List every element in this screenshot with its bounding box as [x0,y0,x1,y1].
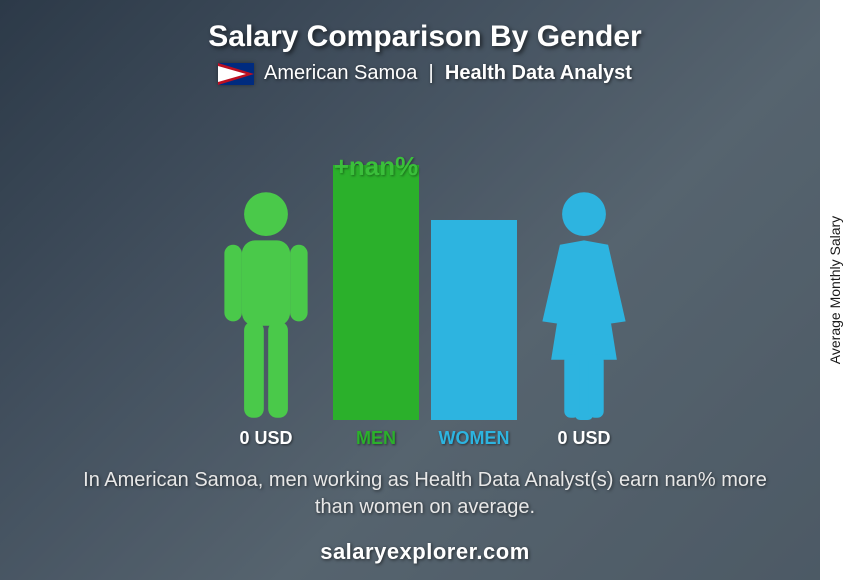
men-label: MEN [356,428,396,449]
women-label: WOMEN [439,428,510,449]
men-value-label: 0 USD [239,428,292,449]
subtitle: American Samoa | Health Data Analyst [264,62,632,85]
flag-icon [218,63,254,85]
women-value-label: 0 USD [557,428,610,449]
women-icon-column: 0 USD [529,190,639,449]
women-bar [431,220,517,420]
footer-source: salaryexplorer.com [320,539,530,565]
men-bar-column: +nan% MEN [333,159,419,449]
separator: | [429,62,434,84]
location-text: American Samoa [264,62,417,84]
subtitle-row: American Samoa | Health Data Analyst [218,62,632,85]
job-title-text: Health Data Analyst [445,62,632,84]
percentage-label: +nan% [334,151,419,182]
men-icon-column: 0 USD [211,190,321,449]
infographic-content: Salary Comparison By Gender American Sam… [0,0,850,580]
woman-icon [529,190,639,420]
chart-area: 0 USD +nan% MEN WOMEN 0 USD [40,97,810,449]
man-icon [211,190,321,420]
men-bar [333,165,419,420]
main-title: Salary Comparison By Gender [208,20,641,54]
description-text: In American Samoa, men working as Health… [65,467,785,521]
women-bar-column: WOMEN [431,159,517,449]
